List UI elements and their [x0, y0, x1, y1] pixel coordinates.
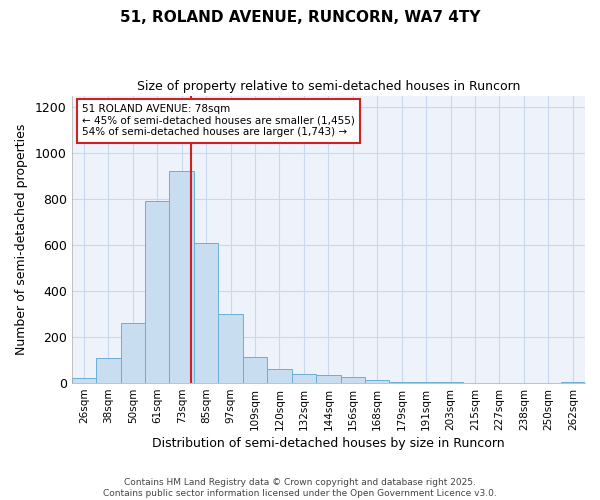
Bar [243, 356, 267, 383]
Bar [267, 370, 292, 383]
Title: Size of property relative to semi-detached houses in Runcorn: Size of property relative to semi-detach… [137, 80, 520, 93]
Bar [439, 382, 463, 383]
Bar [121, 324, 145, 383]
Text: 51, ROLAND AVENUE, RUNCORN, WA7 4TY: 51, ROLAND AVENUE, RUNCORN, WA7 4TY [120, 10, 480, 25]
Bar [71, 378, 96, 383]
Bar [292, 374, 316, 383]
Bar [341, 378, 365, 383]
Bar [316, 375, 341, 383]
Bar [389, 382, 414, 383]
Bar [169, 172, 194, 383]
Bar [194, 243, 218, 383]
Bar [218, 314, 243, 383]
Y-axis label: Number of semi-detached properties: Number of semi-detached properties [15, 124, 28, 355]
Text: 51 ROLAND AVENUE: 78sqm
← 45% of semi-detached houses are smaller (1,455)
54% of: 51 ROLAND AVENUE: 78sqm ← 45% of semi-de… [82, 104, 355, 138]
Text: Contains HM Land Registry data © Crown copyright and database right 2025.
Contai: Contains HM Land Registry data © Crown c… [103, 478, 497, 498]
Bar [96, 358, 121, 383]
Bar [145, 202, 169, 383]
Bar [414, 382, 439, 383]
X-axis label: Distribution of semi-detached houses by size in Runcorn: Distribution of semi-detached houses by … [152, 437, 505, 450]
Bar [560, 382, 585, 383]
Bar [365, 380, 389, 383]
